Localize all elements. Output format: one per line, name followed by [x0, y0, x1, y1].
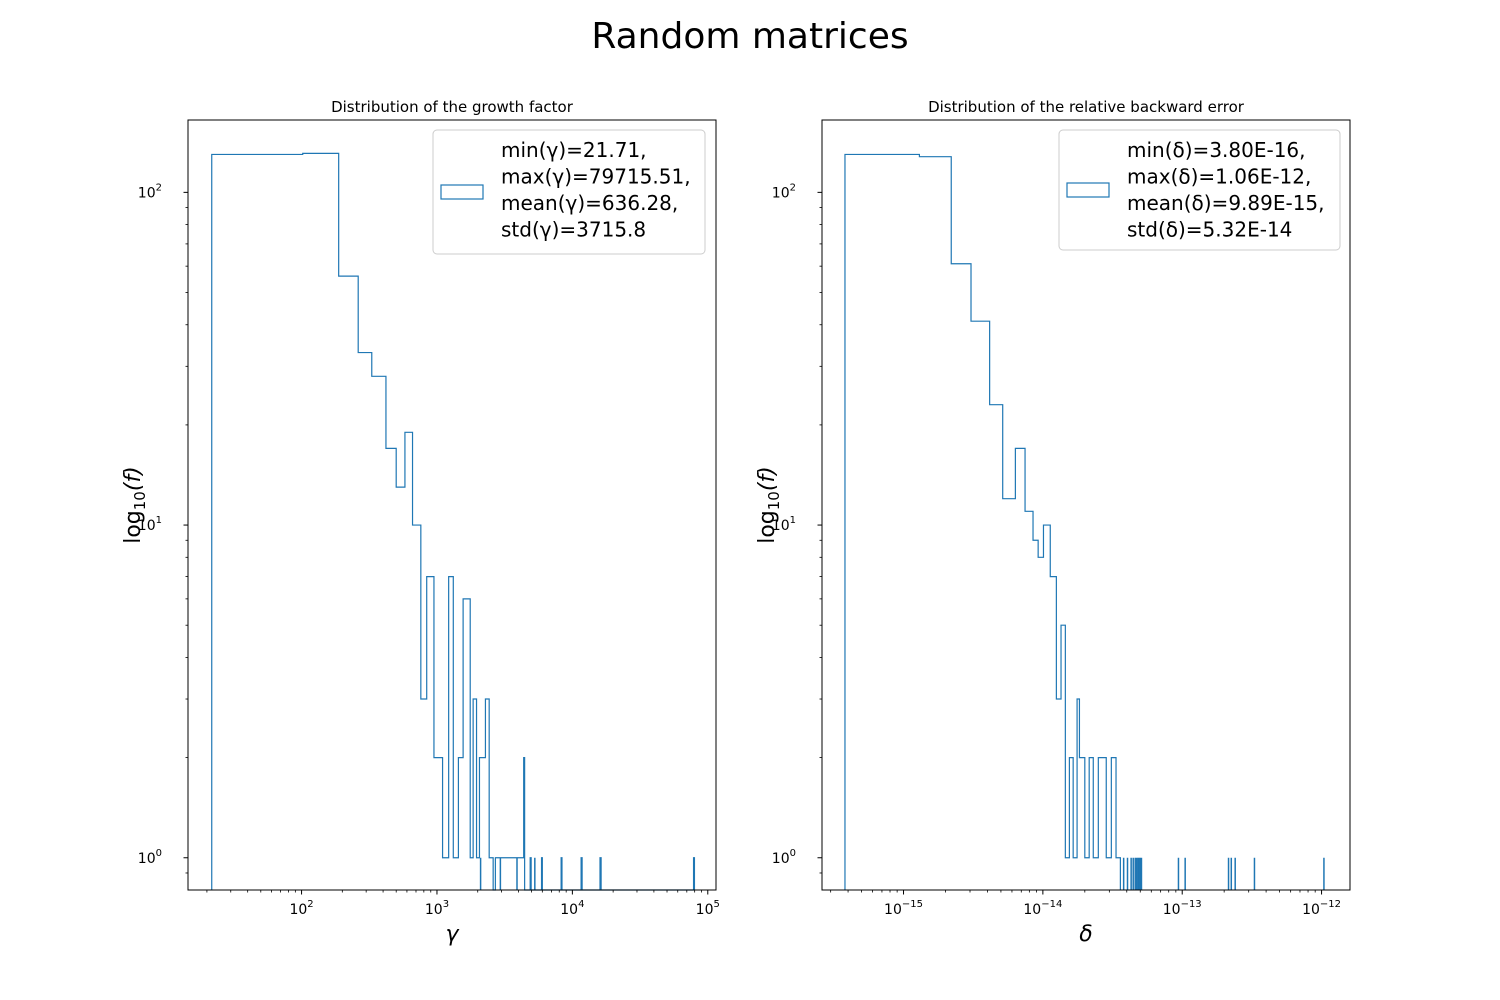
x-axis-label: δ	[1079, 922, 1092, 947]
x-tick-label: 105	[696, 899, 720, 918]
y-tick-label: 102	[772, 182, 796, 201]
subplot-growth-factor: Distribution of the growth factor 102 103 1…	[121, 98, 720, 947]
axes-frame	[187, 119, 717, 891]
histogram-outline	[844, 153, 1121, 890]
x-tick-label: 10−13	[1163, 899, 1202, 918]
figure-title: Random matrices	[591, 16, 908, 57]
legend-text: mean(γ)=636.28,	[501, 191, 678, 215]
legend-box	[432, 129, 706, 255]
legend-box	[1058, 129, 1341, 251]
y-tick-label: 100	[138, 848, 162, 867]
legend-text: mean(δ)=9.89E-15,	[1127, 191, 1325, 215]
x-tick-label: 10−12	[1302, 899, 1341, 918]
x-tick-label: 104	[560, 899, 584, 918]
legend-text: min(γ)=21.71,	[501, 138, 647, 162]
y-tick-label: 101	[772, 515, 796, 534]
legend-text: max(δ)=1.06E-12,	[1127, 165, 1311, 189]
legend: min(γ)=21.71, max(γ)=79715.51,mean(γ)=636…	[432, 129, 706, 255]
x-tick-label: 103	[425, 899, 449, 918]
y-tick-label: 101	[138, 515, 162, 534]
y-axis-label: log10(f)	[755, 466, 783, 544]
legend-text: std(γ)=3715.8	[501, 218, 646, 242]
y-axis-label: log10(f)	[121, 466, 149, 544]
legend-swatch	[440, 184, 484, 200]
y-tick-label: 102	[138, 182, 162, 201]
y-tick-label: 100	[772, 848, 796, 867]
subplot-title: Distribution of the growth factor	[331, 98, 574, 116]
x-tick-label: 10−15	[884, 899, 923, 918]
axes-frame	[821, 119, 1351, 891]
legend: min(δ)=3.80E-16, max(δ)=1.06E-12,mean(δ)=…	[1058, 129, 1341, 251]
subplot-title: Distribution of the relative backward er…	[928, 98, 1245, 116]
legend-swatch	[1066, 182, 1110, 198]
histogram-outline	[211, 152, 696, 891]
legend-text: min(δ)=3.80E-16,	[1127, 138, 1306, 162]
subplot-backward-error: Distribution of the relative backward er…	[755, 98, 1351, 947]
legend-text: max(γ)=79715.51,	[501, 165, 691, 189]
legend-text: std(δ)=5.32E-14	[1127, 218, 1292, 242]
x-axis-label: γ	[445, 922, 459, 947]
x-tick-label: 102	[289, 899, 313, 918]
x-tick-label: 10−14	[1023, 899, 1062, 918]
